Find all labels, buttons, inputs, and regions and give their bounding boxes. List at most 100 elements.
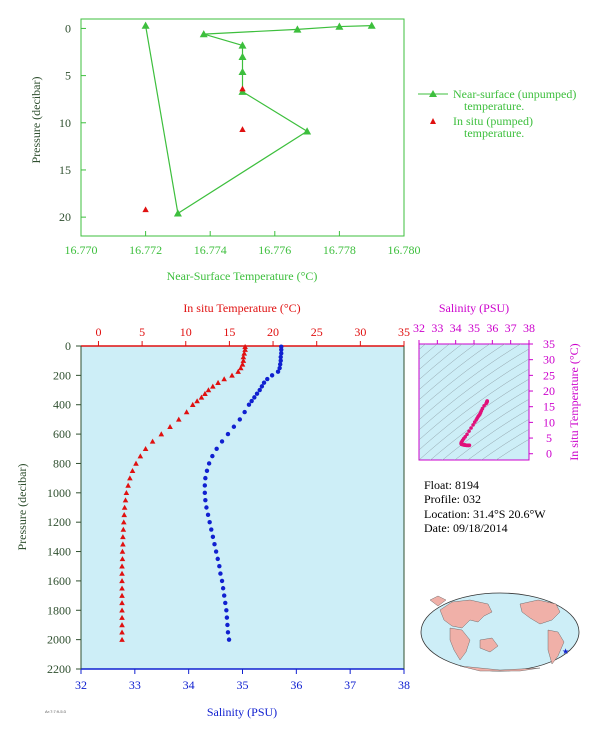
ts-x-tick-label: 38: [523, 321, 535, 335]
salinity-point: [214, 446, 219, 451]
in-situ-point: [239, 126, 246, 132]
salinity-point: [202, 483, 208, 488]
salinity-point: [231, 424, 237, 429]
map-land-africa: [449, 627, 471, 661]
temperature-point: [237, 365, 244, 371]
legend-marker-red: [430, 118, 436, 124]
temperature-point: [119, 570, 125, 576]
isopycnal-line: [419, 249, 529, 330]
map-land-antarctica: [459, 665, 541, 672]
salinity-point: [246, 402, 252, 407]
salinity-point: [275, 369, 281, 374]
bottom-tick-label: 35: [237, 678, 249, 692]
legend-label-2b: temperature.: [464, 126, 524, 140]
temperature-point: [239, 361, 246, 367]
ts-y-tick-label: 5: [546, 431, 552, 445]
salinity-point: [204, 505, 209, 510]
y-tick-label-2: 1600: [47, 574, 71, 588]
ts-y-tick-label: 35: [543, 337, 555, 351]
ts-y-tick-label: 0: [546, 447, 552, 461]
ts-point: [472, 420, 477, 424]
near-surface-point: [335, 22, 344, 30]
temperature-point: [119, 614, 125, 620]
temperature-point: [175, 416, 182, 422]
ts-y-tick-label: 25: [543, 368, 555, 382]
temperature-point: [129, 467, 136, 474]
temperature-point: [119, 578, 125, 584]
in-situ-point: [239, 85, 246, 92]
y-tick-label-2: 400: [53, 398, 71, 412]
salinity-point: [206, 461, 212, 466]
salinity-point: [278, 354, 283, 360]
isopycnal-line: [495, 439, 529, 460]
y-tick-label-2: 2000: [47, 633, 71, 647]
isopycnal-line: [419, 344, 463, 380]
salinity-point: [224, 608, 229, 613]
temperature-point: [167, 423, 173, 429]
ts-y-tick-label: 30: [543, 353, 555, 367]
location: Location: 31.4°S 20.6°W: [424, 507, 546, 521]
top-tick-label: 30: [354, 325, 366, 339]
plot-frame-1: [80, 18, 405, 237]
salinity-point: [224, 615, 230, 620]
ts-point: [465, 432, 469, 437]
salinity-point: [220, 586, 226, 591]
isopycnal-line: [419, 348, 529, 431]
isopycnal-line: [419, 358, 529, 441]
float-info: Float: 8194 Profile: 032 Location: 31.4°…: [424, 478, 546, 535]
y-tick-label-2: 200: [53, 368, 71, 382]
salinity-point: [225, 630, 231, 635]
salinity-point: [237, 417, 243, 422]
ts-point: [467, 443, 472, 448]
y-tick-label-2: 0: [65, 339, 71, 353]
isopycnal-line: [419, 229, 529, 310]
ts-x-tick-label: 36: [486, 321, 498, 335]
temperature-point: [127, 475, 133, 481]
profile-number: Profile: 032: [424, 492, 481, 506]
isopycnal-line: [419, 344, 476, 390]
salinity-point: [226, 637, 232, 642]
temperature-point: [221, 376, 227, 382]
y-tick-label-1: 10: [59, 116, 71, 130]
salinity-point: [207, 519, 212, 525]
salinity-point: [279, 347, 284, 352]
salinity-point: [242, 409, 247, 415]
isopycnal-line: [419, 344, 450, 370]
y-tick-label-2: 600: [53, 427, 71, 441]
ts-x-tick-label: 37: [505, 321, 517, 335]
temperature-point: [119, 563, 125, 569]
bottom-axis-label: Salinity (PSU): [207, 705, 277, 719]
temperature-point: [198, 394, 205, 400]
float-location-star-icon: ★: [562, 647, 569, 656]
isopycnal-line: [454, 408, 529, 460]
x-tick-label-1: 16.778: [323, 243, 356, 257]
world-map: ★: [420, 592, 580, 672]
near-surface-point: [199, 30, 208, 38]
y-tick-label-1: 0: [65, 21, 71, 35]
temperature-point: [142, 445, 149, 452]
ts-x-tick-label: 35: [468, 321, 480, 335]
y-tick-label-1: 15: [59, 163, 71, 177]
salinity-point: [217, 564, 222, 569]
bottom-tick-label: 32: [75, 678, 87, 692]
profile-chart: 0 5 10 15 20 25 30 35 32 33 34 35 36 37 38 0 200 400 600…: [15, 301, 410, 719]
ts-y-tick-label: 15: [543, 400, 555, 414]
temperature-point: [120, 534, 126, 540]
salinity-point: [277, 362, 283, 367]
temperature-point: [119, 585, 125, 591]
salinity-point: [277, 365, 282, 371]
temperature-point: [120, 519, 127, 525]
y-tick-label-2: 1200: [47, 515, 71, 529]
salinity-point: [252, 395, 257, 400]
ts-title: Salinity (PSU): [439, 301, 509, 315]
salinity-point: [225, 431, 231, 437]
near-surface-point: [303, 127, 312, 135]
temperature-point: [229, 372, 235, 378]
x-tick-label-1: 16.774: [194, 243, 227, 257]
salinity-point: [204, 468, 210, 473]
salinity-point: [210, 453, 215, 459]
salinity-point: [202, 490, 208, 496]
temperature-point: [119, 556, 126, 562]
salinity-point: [259, 384, 265, 389]
